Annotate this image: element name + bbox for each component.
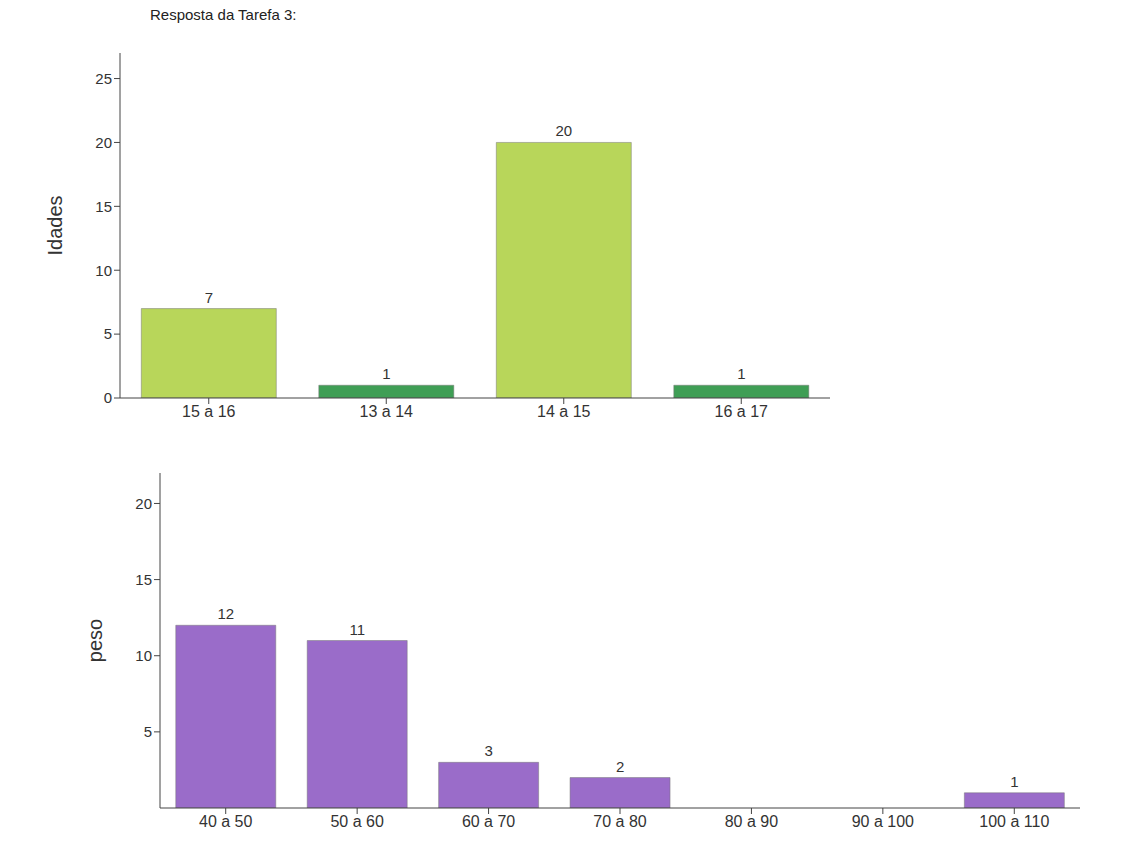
svg-text:70 a 80: 70 a 80 — [593, 813, 646, 830]
svg-text:20: 20 — [135, 495, 152, 512]
svg-text:15 a 16: 15 a 16 — [182, 403, 235, 420]
svg-text:13 a 14: 13 a 14 — [360, 403, 413, 420]
svg-text:90 a 100: 90 a 100 — [852, 813, 914, 830]
svg-text:1: 1 — [737, 365, 745, 382]
svg-text:20: 20 — [555, 122, 572, 139]
svg-text:100 a 110: 100 a 110 — [979, 813, 1049, 830]
svg-text:12: 12 — [217, 605, 234, 622]
svg-text:3: 3 — [484, 742, 492, 759]
svg-text:Idades: Idades — [44, 195, 66, 255]
svg-text:20: 20 — [95, 134, 112, 151]
svg-text:25: 25 — [95, 70, 112, 87]
svg-text:14 a 15: 14 a 15 — [537, 403, 590, 420]
svg-text:10: 10 — [95, 262, 112, 279]
svg-text:7: 7 — [205, 289, 213, 306]
svg-text:11: 11 — [349, 621, 365, 638]
svg-text:15: 15 — [95, 198, 112, 215]
svg-text:40 a 50: 40 a 50 — [199, 813, 252, 830]
svg-text:80 a 90: 80 a 90 — [725, 813, 778, 830]
svg-text:1: 1 — [382, 365, 390, 382]
svg-text:peso: peso — [84, 619, 106, 662]
svg-text:15: 15 — [135, 571, 152, 588]
svg-text:16 a 17: 16 a 17 — [715, 403, 768, 420]
html-text:Resposta da Tarefa 3:: Resposta da Tarefa 3: — [150, 6, 297, 23]
svg-text:10: 10 — [135, 647, 152, 664]
svg-text:0: 0 — [104, 389, 112, 406]
svg-text:1: 1 — [1010, 773, 1018, 790]
svg-text:60 a 70: 60 a 70 — [462, 813, 515, 830]
svg-text:2: 2 — [616, 758, 624, 775]
svg-text:5: 5 — [104, 325, 112, 342]
svg-text:5: 5 — [144, 723, 152, 740]
svg-text:50 a 60: 50 a 60 — [330, 813, 383, 830]
